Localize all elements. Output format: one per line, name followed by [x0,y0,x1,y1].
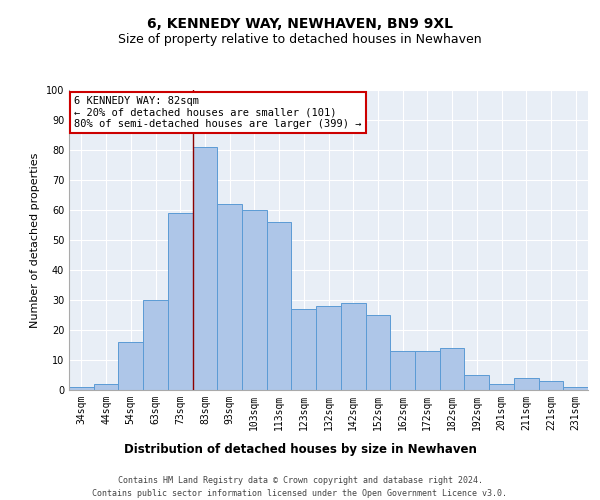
Bar [217,204,242,390]
Bar [168,213,193,390]
Bar [514,378,539,390]
Bar [242,210,267,390]
Bar [489,384,514,390]
Bar [464,375,489,390]
Text: Contains HM Land Registry data © Crown copyright and database right 2024.
Contai: Contains HM Land Registry data © Crown c… [92,476,508,498]
Bar [365,315,390,390]
Bar [440,348,464,390]
Text: 6, KENNEDY WAY, NEWHAVEN, BN9 9XL: 6, KENNEDY WAY, NEWHAVEN, BN9 9XL [147,18,453,32]
Text: Distribution of detached houses by size in Newhaven: Distribution of detached houses by size … [124,442,476,456]
Bar [390,351,415,390]
Bar [415,351,440,390]
Bar [292,309,316,390]
Bar [143,300,168,390]
Bar [193,147,217,390]
Text: 6 KENNEDY WAY: 82sqm
← 20% of detached houses are smaller (101)
80% of semi-deta: 6 KENNEDY WAY: 82sqm ← 20% of detached h… [74,96,362,129]
Bar [267,222,292,390]
Text: Size of property relative to detached houses in Newhaven: Size of property relative to detached ho… [118,32,482,46]
Bar [539,381,563,390]
Bar [118,342,143,390]
Bar [563,387,588,390]
Bar [69,387,94,390]
Bar [341,303,365,390]
Y-axis label: Number of detached properties: Number of detached properties [30,152,40,328]
Bar [94,384,118,390]
Bar [316,306,341,390]
